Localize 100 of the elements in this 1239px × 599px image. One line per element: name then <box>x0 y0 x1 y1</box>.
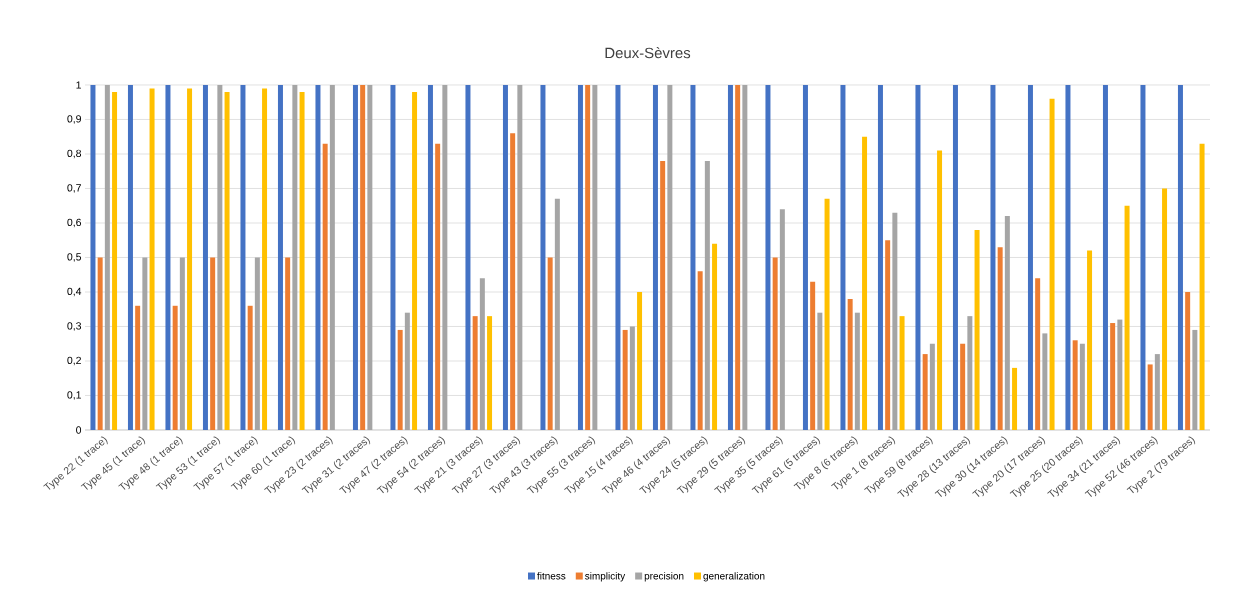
bar <box>840 84 846 430</box>
bar <box>929 343 935 430</box>
bar <box>390 84 396 430</box>
bar <box>1117 319 1123 430</box>
bar <box>352 84 358 430</box>
bar <box>690 84 696 430</box>
bar <box>90 84 96 430</box>
bar <box>165 84 171 430</box>
y-tick-label: 0,1 <box>67 391 81 400</box>
bar <box>254 257 260 430</box>
bar <box>712 243 718 430</box>
bar <box>742 84 748 430</box>
bar <box>637 291 643 430</box>
bar <box>262 88 268 430</box>
bar <box>1185 291 1191 430</box>
bar <box>247 305 253 430</box>
bar <box>127 84 133 430</box>
bar <box>285 257 291 430</box>
y-tick-label: 0,4 <box>67 287 82 297</box>
legend-label: simplicity <box>585 572 626 582</box>
bar <box>1042 333 1048 430</box>
bar <box>1004 216 1010 430</box>
bar <box>727 84 733 430</box>
bar <box>1102 84 1108 430</box>
bar <box>172 305 178 430</box>
legend-label: precision <box>644 572 684 582</box>
bar <box>937 150 943 430</box>
bar <box>915 84 921 430</box>
bar <box>1199 143 1205 430</box>
bar <box>510 133 516 430</box>
bar <box>210 257 216 430</box>
bar <box>367 84 373 430</box>
bar <box>1147 364 1153 430</box>
bar <box>922 354 928 430</box>
legend-label: fitness <box>537 572 566 580</box>
y-tick-label: 0,5 <box>67 253 82 262</box>
bar <box>577 84 583 430</box>
bar <box>697 271 703 430</box>
bar <box>112 91 118 430</box>
bar <box>97 257 103 430</box>
bar <box>187 88 193 430</box>
bar <box>240 84 246 430</box>
bar <box>592 84 598 430</box>
bar <box>1177 84 1183 430</box>
bar <box>397 329 403 430</box>
bar <box>1012 367 1018 430</box>
bar <box>629 326 635 430</box>
bar <box>615 84 621 430</box>
bar <box>292 84 298 430</box>
bar <box>779 209 785 430</box>
bar <box>315 84 321 430</box>
bar <box>472 316 478 430</box>
bar <box>997 247 1003 430</box>
bar <box>1192 329 1198 430</box>
bar <box>1140 84 1146 430</box>
y-tick-label: 0 <box>76 426 82 434</box>
chart-title: Deux-Sèvres <box>605 47 691 59</box>
bar <box>1154 354 1160 430</box>
bar <box>772 257 778 430</box>
bar <box>585 84 591 430</box>
bar <box>735 84 741 430</box>
bar <box>217 84 223 430</box>
bar <box>435 143 441 430</box>
bar <box>479 278 485 430</box>
bar <box>412 91 418 430</box>
bar <box>517 84 523 430</box>
bar <box>660 160 666 430</box>
bar <box>427 84 433 430</box>
bar <box>952 84 958 430</box>
y-tick-label: 0,6 <box>67 218 82 228</box>
bar <box>360 84 366 430</box>
bar <box>142 257 148 430</box>
y-tick-label: 0,9 <box>67 115 81 124</box>
bar <box>967 316 973 430</box>
bar <box>622 329 628 430</box>
bar <box>299 91 305 430</box>
bar <box>104 84 110 430</box>
bar <box>487 316 493 430</box>
bar <box>540 84 546 430</box>
y-tick-label: 1 <box>76 81 81 89</box>
bar <box>974 229 980 430</box>
bar <box>810 281 816 430</box>
bar <box>885 240 891 430</box>
bar <box>892 212 898 430</box>
bar <box>1079 343 1085 430</box>
bar <box>1065 84 1071 430</box>
bar <box>547 257 553 430</box>
bar <box>854 312 860 430</box>
bar <box>1035 278 1041 430</box>
bar <box>1124 205 1130 430</box>
bar <box>1162 188 1168 430</box>
bar <box>990 84 996 430</box>
bar <box>817 312 823 430</box>
bar <box>404 312 410 430</box>
bar <box>960 343 966 430</box>
bar <box>667 84 673 430</box>
bar <box>862 136 868 430</box>
bar <box>1027 84 1033 430</box>
legend-label: generalization <box>703 572 765 582</box>
bar <box>847 298 853 430</box>
